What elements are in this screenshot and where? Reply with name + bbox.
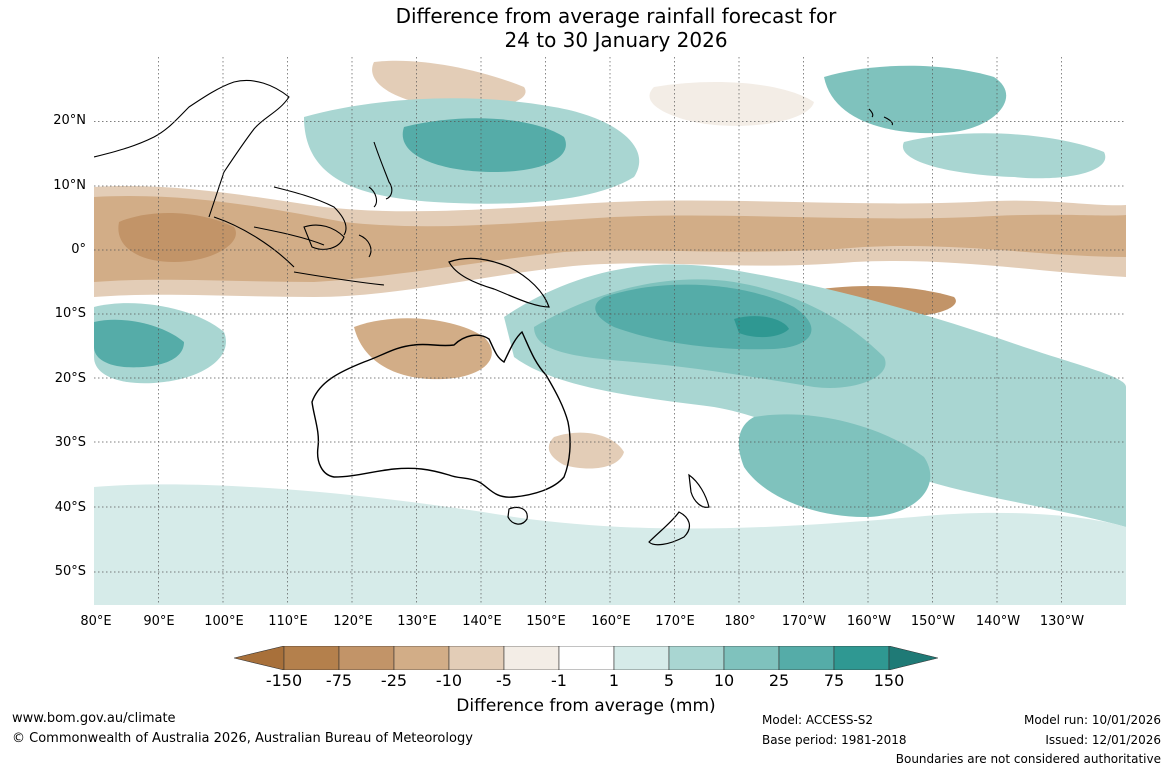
footer-base-period: Base period: 1981-2018	[762, 733, 907, 747]
title-line-2: 24 to 30 January 2026	[504, 28, 728, 52]
lon-label-180: 180°	[724, 614, 756, 629]
colorbar-bin-7	[613, 646, 670, 670]
footer-website-link[interactable]: www.bom.gov.au/climate	[12, 711, 176, 726]
colorbar-bin-3	[393, 646, 450, 670]
lon-label-140w: 140°W	[975, 614, 1021, 629]
lon-label-130e: 130°E	[397, 614, 437, 629]
legend-tick-neg25: -25	[380, 671, 408, 690]
dry-patch-north	[372, 60, 526, 109]
lat-label-20s: 20°S	[54, 371, 86, 386]
australia-coastline	[311, 330, 571, 498]
title-line-1: Difference from average rainfall forecas…	[395, 4, 837, 28]
footer-copyright: © Commonwealth of Australia 2026, Austra…	[12, 731, 473, 746]
lon-label-100e: 100°E	[204, 614, 244, 629]
tasmania-coastline	[507, 506, 528, 525]
wet-core-indian-ocean	[94, 319, 184, 368]
indonesia-coastline	[213, 216, 385, 286]
lon-label-150w: 150°W	[910, 614, 956, 629]
legend-tick-neg150: -150	[265, 671, 303, 690]
wet-core-philippine-sea	[402, 118, 566, 172]
colorbar-bin-2	[338, 646, 395, 670]
colorbar-max-arrow	[888, 646, 938, 670]
lon-label-80e: 80°E	[80, 614, 112, 629]
lon-label-160w: 160°W	[846, 614, 892, 629]
footer-disclaimer: Boundaries are not considered authoritat…	[895, 752, 1161, 766]
map-title: Difference from average rainfall forecas…	[0, 4, 1173, 52]
lat-label-10n: 10°N	[53, 178, 86, 193]
wet-patch-north-pacific	[824, 65, 1007, 134]
hawaii-islands	[868, 108, 893, 126]
lon-label-140e: 140°E	[462, 614, 502, 629]
lat-label-50s: 50°S	[54, 564, 86, 579]
colorbar-bin-5	[503, 646, 560, 670]
wet-patch-north-east	[902, 133, 1106, 179]
colorbar-bin-4	[448, 646, 505, 670]
legend-title: Difference from average (mm)	[456, 696, 716, 716]
legend-tick-neg1: -1	[551, 671, 567, 690]
legend-tick-1: 1	[608, 671, 620, 690]
footer-model: Model: ACCESS-S2	[762, 713, 874, 727]
philippines-coastline	[368, 141, 393, 208]
lon-label-130w: 130°W	[1039, 614, 1085, 629]
colorbar-bin-11	[833, 646, 890, 670]
graticule	[94, 57, 1126, 605]
lat-label-10s: 10°S	[54, 306, 86, 321]
dry-patch-northeast	[649, 82, 814, 126]
lon-label-110e: 110°E	[268, 614, 308, 629]
lon-label-90e: 90°E	[143, 614, 175, 629]
lon-label-120e: 120°E	[333, 614, 373, 629]
legend-tick-neg5: -5	[496, 671, 512, 690]
rainfall-anomaly-map	[94, 57, 1126, 605]
lon-label-150e: 150°E	[526, 614, 566, 629]
colorbar-bin-1	[283, 646, 340, 670]
wet-patch-tasman	[738, 414, 931, 517]
lat-label-0: 0°	[71, 242, 86, 257]
lon-label-170e: 170°E	[655, 614, 695, 629]
legend-tick-5: 5	[663, 671, 675, 690]
lon-label-160e: 160°E	[591, 614, 631, 629]
dry-patch-southeast	[548, 432, 624, 469]
legend-colorbar	[234, 646, 938, 670]
lon-label-170w: 170°W	[781, 614, 827, 629]
wet-patch-southern-ocean	[94, 484, 1126, 605]
colorbar-min-arrow	[234, 646, 285, 670]
southeast-asia-coastline	[94, 79, 347, 246]
legend-tick-neg75: -75	[325, 671, 353, 690]
legend-tick-150: 150	[873, 671, 905, 690]
footer-model-run: Model run: 10/01/2026	[1023, 713, 1161, 727]
legend-tick-25: 25	[768, 671, 790, 690]
new-guinea-coastline	[448, 257, 550, 308]
footer-issued: Issued: 12/01/2026	[1045, 733, 1161, 747]
new-zealand-coastline	[648, 473, 710, 546]
colorbar-bin-8	[668, 646, 725, 670]
colorbar-bin-6	[558, 646, 615, 670]
wet-core-spcz-max	[734, 316, 789, 338]
legend-tick-75: 75	[823, 671, 845, 690]
dry-band-core	[94, 196, 1126, 282]
lat-label-20n: 20°N	[53, 113, 86, 128]
colorbar-bin-9	[723, 646, 780, 670]
legend-tick-neg10: -10	[435, 671, 463, 690]
colorbar-bin-10	[778, 646, 835, 670]
dry-patch-northern-australia	[354, 318, 492, 380]
lat-label-40s: 40°S	[54, 500, 86, 515]
lat-label-30s: 30°S	[54, 435, 86, 450]
legend-tick-10: 10	[713, 671, 735, 690]
